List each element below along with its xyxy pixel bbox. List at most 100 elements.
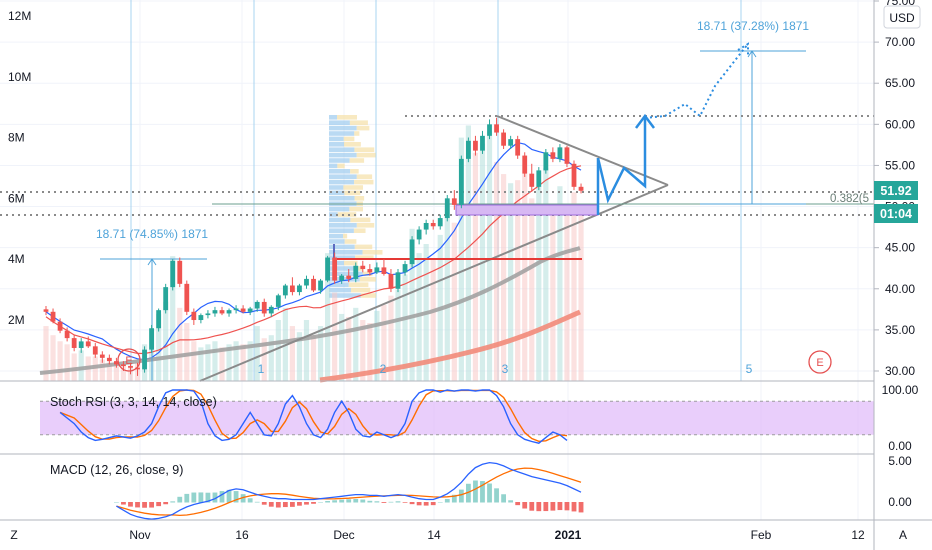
indicator-panes[interactable]: 100.000.005.000.00 — [40, 383, 919, 520]
macd-histogram-bar — [557, 502, 563, 511]
volume-bar — [205, 344, 211, 381]
candle-body — [458, 158, 464, 205]
stoch-tick-label: 100.00 — [882, 383, 919, 397]
last-price-tag — [874, 181, 918, 200]
vp-bar-yellow — [349, 206, 363, 212]
stoch-k-line — [59, 389, 568, 444]
vp-bar-yellow — [343, 233, 348, 239]
volume-tick-label: 10M — [8, 70, 31, 84]
candle-body — [451, 198, 457, 205]
candle-body — [297, 285, 302, 293]
macd-histogram-bar — [494, 488, 499, 503]
projection-label-1[interactable]: 18.71 (74.85%) 1871 — [96, 227, 208, 241]
volume-bar — [226, 344, 232, 381]
vp-bar-blue — [329, 223, 357, 228]
candle-body — [290, 285, 295, 293]
vp-bar-yellow — [356, 152, 376, 158]
vp-bar-blue — [329, 239, 345, 244]
candle-body — [275, 295, 281, 307]
macd-histogram-bar — [156, 502, 162, 507]
volume-bar — [543, 168, 549, 381]
macd-histogram-bar — [275, 502, 281, 508]
trendline-resistance — [496, 115, 669, 186]
price-tick-label: 30.00 — [885, 364, 915, 378]
candle-body — [184, 283, 190, 312]
candle-body — [578, 186, 584, 191]
vp-bar-blue — [329, 277, 360, 282]
candle-body — [163, 287, 169, 311]
candles[interactable] — [43, 117, 584, 376]
vp-bar-yellow — [360, 293, 377, 298]
candle-body — [557, 147, 563, 159]
drawings[interactable] — [0, 42, 874, 382]
macd-histogram-bar — [437, 502, 443, 503]
vp-bar-yellow — [337, 115, 357, 120]
candle-body — [311, 278, 316, 291]
vp-bar-yellow — [354, 131, 360, 136]
candle-body — [571, 163, 577, 187]
projection-label-2[interactable]: 18.71 (37.28%) 1871 — [697, 19, 809, 33]
volume-bar — [303, 320, 310, 381]
macd-histogram-bar — [346, 499, 352, 503]
earnings-marker-1-label: E — [125, 355, 132, 367]
earnings-marker-1[interactable] — [117, 348, 141, 372]
vp-bar-yellow — [359, 277, 376, 282]
auto-scale-button[interactable]: A — [899, 528, 907, 542]
volume-bar — [261, 338, 267, 381]
volume-bar — [444, 204, 450, 381]
vp-bar-blue — [329, 233, 344, 239]
macd-histogram-bar — [522, 502, 528, 509]
macd-histogram-bar — [473, 480, 478, 503]
vp-bar-blue — [329, 293, 361, 298]
price-tick-label: 75.00 — [885, 0, 915, 8]
vp-bar-blue — [329, 152, 357, 158]
vp-bar-yellow — [362, 250, 383, 255]
volume-bar — [325, 253, 331, 381]
vp-bar-yellow — [355, 255, 374, 260]
volume-bar — [465, 125, 471, 381]
volume-bar — [296, 332, 303, 381]
candle-body — [135, 367, 140, 370]
candle-body — [536, 170, 542, 187]
candle-body — [121, 364, 126, 367]
time-axis[interactable]: Nov 16 Dec 14 2021 Feb 12 — [129, 528, 865, 542]
candle-body — [416, 229, 422, 240]
volume-bar — [529, 198, 535, 381]
volume-bar — [120, 365, 127, 381]
candle-body — [494, 124, 499, 133]
vp-bar-blue — [329, 115, 337, 120]
macd-histogram-bar — [297, 502, 302, 506]
macd-histogram-bar — [367, 500, 373, 503]
candle-body — [240, 308, 246, 312]
candle-body — [282, 285, 288, 296]
macd-histogram-bar — [332, 500, 338, 503]
candle-body — [85, 341, 91, 347]
vp-bar-blue — [329, 271, 363, 277]
candle-body — [177, 260, 183, 284]
timezone-button[interactable]: Z — [10, 528, 17, 542]
vp-bar-yellow — [337, 212, 357, 217]
volume-bar — [310, 335, 317, 381]
macd-histogram-bar — [339, 499, 345, 503]
macd-histogram-bar — [226, 489, 232, 503]
macd-label[interactable]: MACD (12, 26, close, 9) — [50, 463, 183, 477]
candle-body — [268, 306, 274, 314]
earnings-marker-2[interactable] — [808, 350, 832, 374]
vp-bar-yellow — [349, 120, 368, 125]
vp-bar-blue — [329, 142, 345, 147]
candle-body — [64, 330, 70, 339]
volume-bar — [317, 326, 324, 381]
volume-bar — [57, 341, 63, 381]
candle-body — [346, 275, 352, 279]
volume-bar — [198, 347, 204, 381]
macd-histogram-bar — [564, 502, 570, 511]
macd-histogram-bar — [508, 500, 514, 503]
trendline-support — [199, 184, 669, 382]
volume-bar — [395, 289, 401, 381]
macd-histogram-bar — [128, 502, 133, 507]
stoch-band — [40, 401, 874, 435]
stoch-rsi-label[interactable]: Stoch RSI (3, 3, 14, 14, close) — [50, 395, 217, 409]
volume-bar — [493, 161, 500, 381]
currency-box[interactable] — [883, 5, 921, 29]
